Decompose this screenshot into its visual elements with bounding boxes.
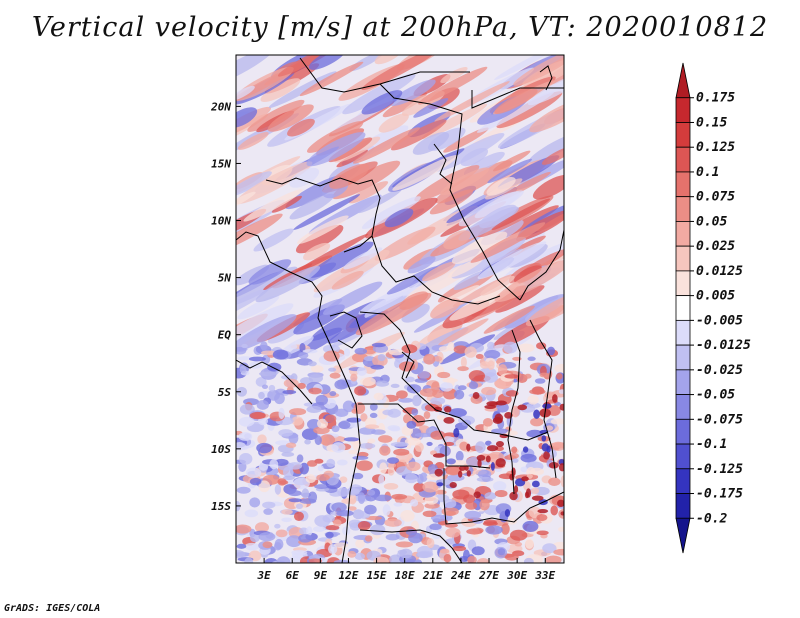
border-line xyxy=(329,311,363,349)
colorbar-label: 0.1 xyxy=(696,165,719,180)
colorbar-label: 0.05 xyxy=(696,214,727,229)
border-line xyxy=(359,529,463,563)
lat-tick-label: 5S xyxy=(218,386,232,399)
colorbar-swatch xyxy=(675,418,691,445)
longitude-axis: 3E 6E 9E 12E 15E 18E 21E 24E 27E 30E 33E xyxy=(256,558,556,582)
colorbar-label: -0.125 xyxy=(696,462,743,477)
colorbar-label: -0.175 xyxy=(696,487,743,502)
colorbar-swatch xyxy=(675,221,691,247)
latitude-axis: 20N 15N 10N 5N EQ 5S 10S 15S xyxy=(210,100,241,513)
colorbar-swatch xyxy=(675,270,691,297)
colorbar-swatch xyxy=(675,171,691,198)
grads-credit: GrADS: IGES/COLA xyxy=(4,603,101,614)
lon-tick-label: 6E xyxy=(286,569,300,582)
colorbar-label: 0.0125 xyxy=(696,264,743,279)
border-line xyxy=(529,319,557,479)
colorbar-swatch xyxy=(675,517,691,554)
colorbar-swatch xyxy=(675,344,691,371)
lon-tick-label: 21E xyxy=(422,569,443,582)
colorbar-label: -0.1 xyxy=(696,437,727,452)
country-borders xyxy=(236,57,564,563)
colorbar-swatch xyxy=(675,122,691,148)
border-line xyxy=(265,177,381,253)
border-line xyxy=(507,329,521,495)
lat-tick-label: 15N xyxy=(211,157,231,170)
colorbar-label: 0.15 xyxy=(696,115,727,130)
colorbar-swatch xyxy=(675,295,691,321)
border-line xyxy=(519,229,564,301)
border-line xyxy=(471,87,564,109)
colorbar-swatch xyxy=(675,493,691,519)
colorbar-label: 0.075 xyxy=(696,190,735,205)
lat-tick-label: 10S xyxy=(211,443,231,456)
border-line xyxy=(539,65,553,91)
lon-tick-label: 15E xyxy=(367,569,387,582)
lat-tick-label: EQ xyxy=(218,329,232,342)
colorbar-swatch xyxy=(675,245,691,272)
colorbar-label: 0.125 xyxy=(696,140,735,155)
lat-tick-label: 10N xyxy=(211,215,231,228)
colorbar-label: -0.075 xyxy=(696,412,743,427)
colorbar-swatch xyxy=(675,97,691,123)
border-line xyxy=(299,57,470,93)
lon-tick-label: 18E xyxy=(395,569,415,582)
colorbar-swatch xyxy=(675,319,691,346)
border-line xyxy=(236,359,313,405)
lon-tick-label: 27E xyxy=(478,569,499,582)
colorbar-label: -0.025 xyxy=(696,363,743,378)
colorbar-swatch xyxy=(675,62,691,99)
lon-tick-label: 30E xyxy=(506,569,527,582)
colorbar-label: 0.025 xyxy=(696,239,735,254)
colorbar-label: -0.2 xyxy=(696,511,727,526)
lon-tick-label: 3E xyxy=(256,569,271,582)
vertical-velocity-field xyxy=(236,55,564,563)
colorbar-label: 0.175 xyxy=(696,91,735,106)
colorbar-swatch xyxy=(675,394,691,420)
colorbar-label: -0.005 xyxy=(696,313,743,328)
border-line xyxy=(359,311,549,441)
border-line xyxy=(379,83,521,301)
colorbar-label: 0.005 xyxy=(696,289,735,304)
lon-tick-label: 24E xyxy=(450,569,471,582)
colorbar-swatch xyxy=(675,369,691,395)
border-line xyxy=(371,235,501,305)
plot-frame xyxy=(235,54,565,564)
colorbar-swatch xyxy=(675,468,691,494)
lat-tick-label: 15S xyxy=(211,500,231,513)
border-line xyxy=(236,231,361,563)
colorbar-swatch xyxy=(675,443,691,470)
border-line xyxy=(443,468,564,525)
border-line xyxy=(401,351,415,379)
border-line xyxy=(358,403,491,469)
lon-tick-label: 9E xyxy=(314,569,328,582)
plot-area xyxy=(235,54,565,564)
lon-tick-label: 33E xyxy=(534,569,555,582)
lat-tick-label: 20N xyxy=(210,100,231,113)
border-line xyxy=(433,143,453,185)
map-title: Vertical velocity [m/s] at 200hPa, VT: 2… xyxy=(31,12,769,43)
colorbar-label: -0.0125 xyxy=(696,338,751,353)
colorbar-swatch xyxy=(675,146,691,173)
lon-tick-label: 12E xyxy=(339,569,359,582)
colorbar-swatch xyxy=(675,196,691,222)
colorbar-label: -0.05 xyxy=(696,388,735,403)
colorbar: 0.175 0.15 0.125 0.1 0.075 0.05 0.025 0.0125 0.0… xyxy=(675,62,751,554)
lat-tick-label: 5N xyxy=(218,272,232,285)
